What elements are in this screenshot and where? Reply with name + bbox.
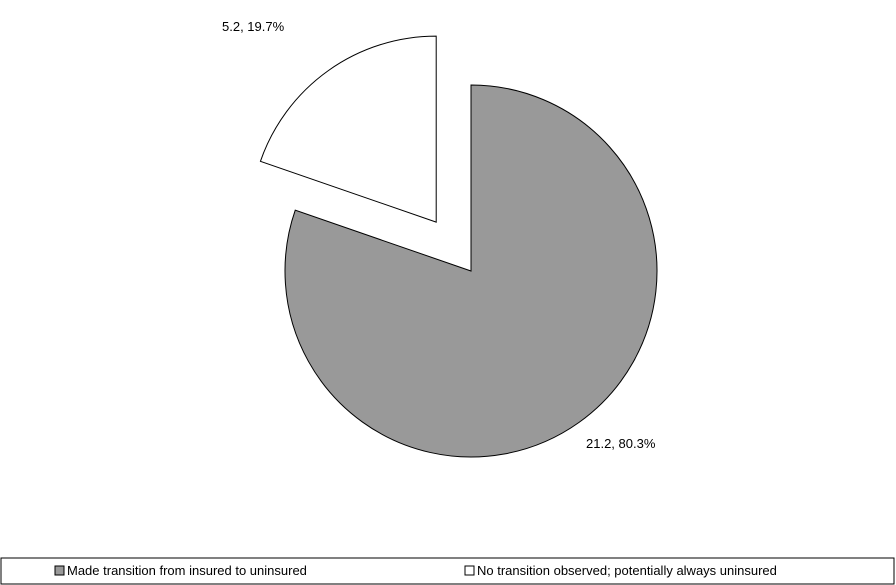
legend-label-no-transition: No transition observed; potentially alwa… bbox=[477, 563, 777, 578]
legend-swatch-transition bbox=[54, 565, 65, 576]
legend-swatch-no-transition bbox=[464, 565, 475, 576]
legend-label-transition: Made transition from insured to uninsure… bbox=[67, 563, 307, 578]
legend: Made transition from insured to uninsure… bbox=[0, 557, 895, 585]
pie-slice-transition bbox=[284, 84, 658, 458]
pie-slice-no-transition bbox=[259, 35, 437, 223]
data-label-no-transition: 5.2, 19.7% bbox=[222, 19, 285, 34]
data-label-transition: 21.2, 80.3% bbox=[586, 436, 656, 451]
pie-slices bbox=[259, 35, 658, 458]
data-labels: 21.2, 80.3% 5.2, 19.7% bbox=[222, 19, 656, 451]
legend-box bbox=[0, 557, 895, 585]
